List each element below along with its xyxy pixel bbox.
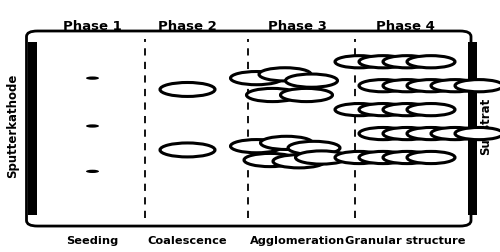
Ellipse shape: [455, 80, 500, 92]
Ellipse shape: [230, 140, 282, 153]
Text: Seeding: Seeding: [66, 236, 118, 246]
Text: Coalescence: Coalescence: [148, 236, 228, 246]
Bar: [468, 42, 477, 215]
Ellipse shape: [455, 128, 500, 140]
Ellipse shape: [286, 74, 338, 87]
Ellipse shape: [246, 88, 298, 102]
Ellipse shape: [335, 56, 383, 68]
Ellipse shape: [273, 155, 325, 168]
Ellipse shape: [383, 151, 431, 164]
Ellipse shape: [335, 151, 383, 164]
Bar: [28, 42, 36, 215]
Ellipse shape: [359, 80, 407, 92]
Text: Phase 2: Phase 2: [158, 20, 217, 33]
Ellipse shape: [335, 104, 383, 116]
Ellipse shape: [407, 151, 455, 164]
Ellipse shape: [359, 104, 407, 116]
Ellipse shape: [259, 68, 311, 81]
Ellipse shape: [244, 153, 296, 167]
Ellipse shape: [359, 128, 407, 140]
Ellipse shape: [431, 80, 479, 92]
Ellipse shape: [280, 88, 332, 102]
Text: Phase 1: Phase 1: [63, 20, 122, 33]
FancyBboxPatch shape: [26, 31, 471, 226]
Text: Substrat: Substrat: [480, 97, 492, 155]
Ellipse shape: [160, 143, 215, 157]
Ellipse shape: [86, 170, 99, 173]
Ellipse shape: [160, 82, 215, 97]
Ellipse shape: [230, 72, 282, 85]
Text: Agglomeration: Agglomeration: [250, 236, 345, 246]
Ellipse shape: [359, 56, 407, 68]
Ellipse shape: [383, 80, 431, 92]
Ellipse shape: [407, 56, 455, 68]
Text: Phase 4: Phase 4: [376, 20, 434, 33]
Ellipse shape: [296, 151, 348, 164]
Ellipse shape: [407, 128, 455, 140]
Ellipse shape: [383, 128, 431, 140]
Ellipse shape: [86, 76, 99, 80]
Ellipse shape: [260, 136, 312, 149]
Ellipse shape: [407, 104, 455, 116]
Ellipse shape: [431, 128, 479, 140]
Text: Phase 3: Phase 3: [268, 20, 327, 33]
Text: Granular structure: Granular structure: [345, 236, 465, 246]
Ellipse shape: [407, 80, 455, 92]
Ellipse shape: [359, 151, 407, 164]
Ellipse shape: [86, 124, 99, 128]
Ellipse shape: [383, 56, 431, 68]
Ellipse shape: [383, 104, 431, 116]
Text: Sputterkathode: Sputterkathode: [6, 74, 19, 178]
Ellipse shape: [288, 141, 340, 154]
